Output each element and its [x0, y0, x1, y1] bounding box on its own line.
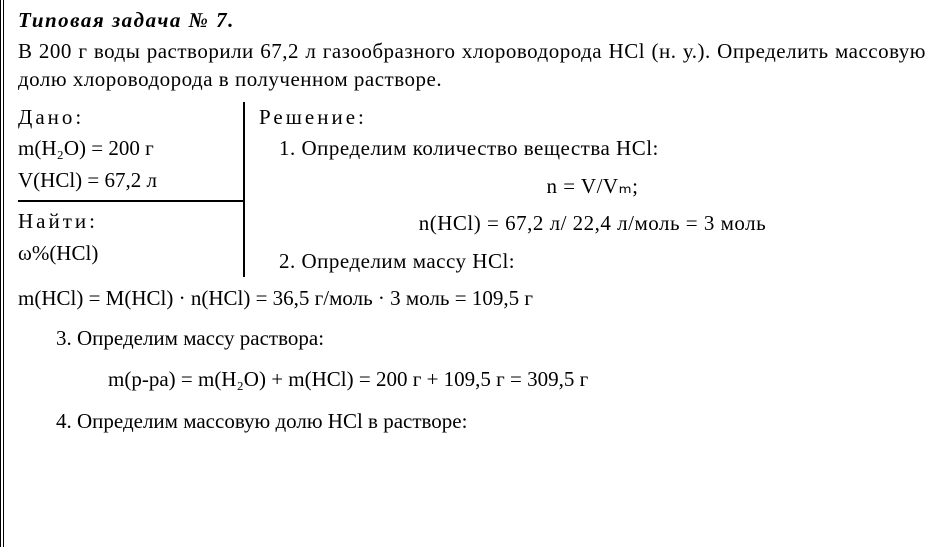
given-find-solution-block: Дано: m(H₂O) = 200 г V(HCl) = 67,2 л Най…: [18, 102, 926, 278]
find-line: ω%(HCl): [18, 238, 243, 270]
page: Типовая задача № 7. В 200 г воды раствор…: [0, 0, 936, 547]
vertical-divider: [243, 102, 245, 278]
given-label: Дано:: [18, 102, 243, 134]
solution-label: Решение:: [259, 102, 926, 134]
given-section: Дано: m(H₂O) = 200 г V(HCl) = 67,2 л: [18, 102, 243, 203]
solution-continued: m(HCl) = M(HCl) · n(HCl) = 36,5 г/моль ·…: [18, 283, 926, 437]
problem-statement: В 200 г воды растворили 67,2 л газообраз…: [18, 37, 926, 94]
formula-1: n = V/Vₘ;: [259, 171, 926, 203]
formula-2: n(HCl) = 67,2 л/ 22,4 л/моль = 3 моль: [259, 208, 926, 240]
step-2: 2. Определим массу HCl:: [259, 246, 926, 278]
find-label: Найти:: [18, 206, 243, 238]
given-column: Дано: m(H₂O) = 200 г V(HCl) = 67,2 л Най…: [18, 102, 243, 278]
given-line-1: m(H₂O) = 200 г: [18, 133, 243, 165]
solution-column: Решение: 1. Определим количество веществ…: [259, 102, 926, 278]
problem-title: Типовая задача № 7.: [18, 8, 926, 33]
formula-3: m(HCl) = M(HCl) · n(HCl) = 36,5 г/моль ·…: [18, 283, 926, 315]
find-section: Найти: ω%(HCl): [18, 206, 243, 269]
step-3: 3. Определим массу раствора:: [18, 323, 926, 355]
given-line-2: V(HCl) = 67,2 л: [18, 165, 243, 197]
formula-4: m(р-ра) = m(H₂O) + m(HCl) = 200 г + 109,…: [18, 364, 926, 396]
step-4: 4. Определим массовую долю HCl в раствор…: [18, 406, 926, 438]
step-1: 1. Определим количество вещества HCl:: [259, 133, 926, 165]
